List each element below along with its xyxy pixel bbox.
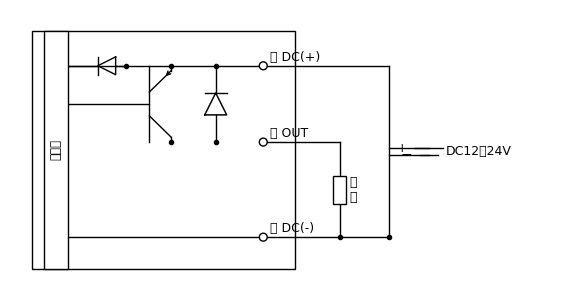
Text: 負
荷: 負 荷 xyxy=(349,176,357,204)
Circle shape xyxy=(259,233,267,241)
Polygon shape xyxy=(205,93,227,115)
Bar xyxy=(33,31,295,269)
Text: +: + xyxy=(396,142,407,154)
Circle shape xyxy=(259,62,267,70)
Bar xyxy=(333,176,346,203)
Text: 茶 DC(+): 茶 DC(+) xyxy=(270,51,321,64)
Circle shape xyxy=(259,138,267,146)
Text: 主回路: 主回路 xyxy=(50,140,63,160)
Text: 黒 OUT: 黒 OUT xyxy=(270,127,308,140)
Text: DC12～24V: DC12～24V xyxy=(445,145,511,158)
Text: 青 DC(-): 青 DC(-) xyxy=(270,222,314,235)
Text: −: − xyxy=(401,148,412,162)
Bar xyxy=(44,31,68,269)
